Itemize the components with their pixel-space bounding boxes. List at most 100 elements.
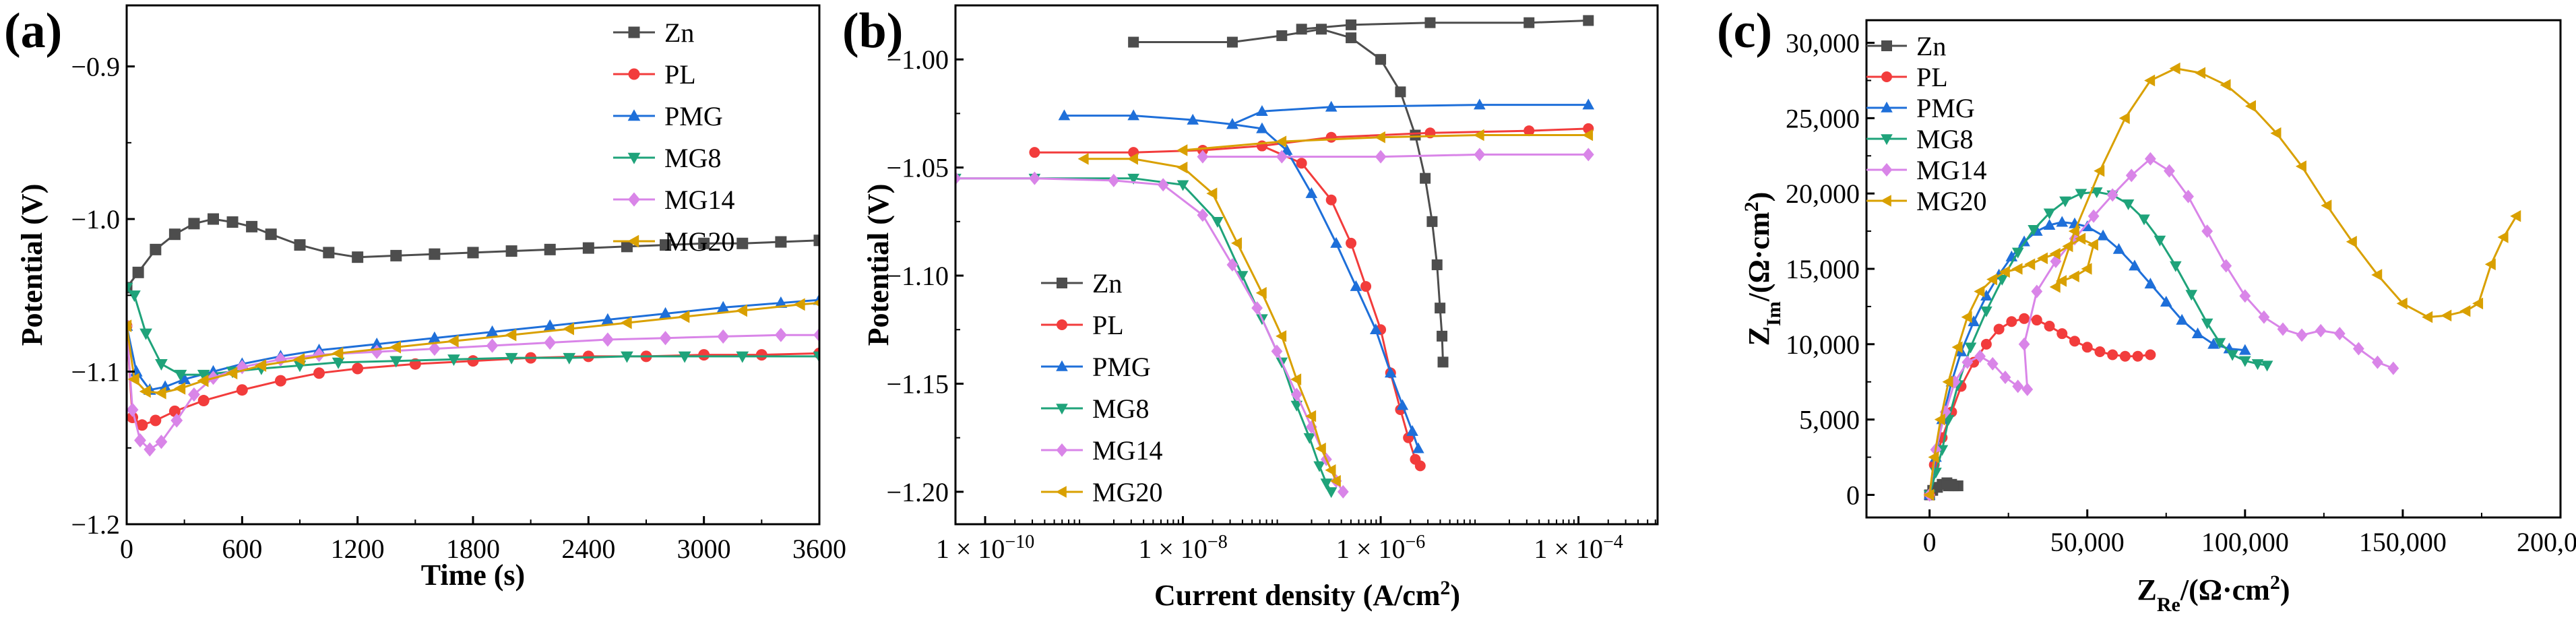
panel-label: (c) xyxy=(1717,3,1772,59)
data-point xyxy=(2472,297,2484,310)
series-line xyxy=(1064,115,1420,449)
data-point xyxy=(389,340,402,354)
data-point xyxy=(2107,349,2118,360)
data-point xyxy=(2333,327,2346,341)
data-point xyxy=(154,386,166,400)
series-mg14 xyxy=(1924,152,2399,502)
legend-marker xyxy=(1881,40,1892,51)
legend-marker xyxy=(628,192,640,207)
data-point xyxy=(447,354,460,367)
legend-label: MG20 xyxy=(1916,186,1986,216)
data-point xyxy=(2195,67,2206,80)
x-tick-label: 1200 xyxy=(331,534,385,564)
data-point xyxy=(144,442,156,457)
data-point xyxy=(265,228,277,241)
data-point xyxy=(1346,237,1357,249)
data-point xyxy=(2207,338,2220,349)
data-point xyxy=(2510,210,2521,222)
series-line xyxy=(1928,317,2151,495)
data-point xyxy=(1127,109,1139,121)
data-point xyxy=(2213,338,2226,349)
data-point xyxy=(1029,147,1040,158)
series-line xyxy=(1928,67,2517,495)
y-axis-label: Potential (V) xyxy=(15,184,49,346)
data-point xyxy=(294,239,306,251)
data-point xyxy=(2144,278,2157,289)
data-point xyxy=(2028,225,2040,237)
data-point xyxy=(505,245,517,257)
data-point xyxy=(226,216,239,228)
data-point xyxy=(659,307,672,319)
data-point xyxy=(467,355,479,367)
legend: Zn PL PMG MG8 MG14 MG20 xyxy=(1041,268,1162,507)
data-point xyxy=(197,395,210,407)
data-point xyxy=(2296,328,2308,342)
x-axis-label: ZRe/(Ω·cm2) xyxy=(2137,571,2290,616)
x-tick-label: 1 × 10−4 xyxy=(1534,532,1623,565)
data-point xyxy=(1414,460,1426,472)
x-tick-label: 3000 xyxy=(677,534,731,564)
x-tick-label: 1 × 10−10 xyxy=(936,532,1034,565)
data-point xyxy=(1437,330,1448,342)
data-point xyxy=(1296,24,1307,35)
data-point xyxy=(2006,316,2017,327)
data-point xyxy=(1999,265,2010,278)
legend-item: PMG xyxy=(1041,352,1151,382)
data-point xyxy=(1424,17,1436,28)
data-point xyxy=(352,251,364,263)
data-point xyxy=(1999,371,2011,385)
y-tick-label: 0 xyxy=(1846,480,1860,510)
x-tick-label: 3600 xyxy=(792,534,846,564)
x-tick-label: 1 × 10−6 xyxy=(1336,532,1425,565)
data-point xyxy=(2138,214,2150,226)
y-tick-label: 15,000 xyxy=(1786,254,1860,284)
data-point xyxy=(698,349,710,361)
data-point xyxy=(2170,261,2182,272)
data-point xyxy=(2118,112,2130,125)
x-tick-label: 0 xyxy=(1923,527,1937,557)
y-tick-label: −1.20 xyxy=(886,477,949,507)
series-zn xyxy=(1128,15,1594,368)
data-point xyxy=(813,327,819,342)
legend-item: MG14 xyxy=(613,185,734,215)
data-point xyxy=(2251,359,2264,371)
data-point xyxy=(188,218,200,230)
data-point xyxy=(2036,252,2048,265)
series-line xyxy=(127,325,819,451)
data-point xyxy=(1305,410,1317,422)
data-point xyxy=(158,380,172,392)
data-point xyxy=(2012,379,2024,393)
y-tick-label: 20,000 xyxy=(1786,179,1860,209)
data-point xyxy=(1157,178,1169,192)
data-point xyxy=(447,334,459,348)
data-point xyxy=(2094,164,2105,177)
data-point xyxy=(188,387,200,402)
data-point xyxy=(2097,229,2109,241)
data-point xyxy=(136,419,148,431)
legend-label: PMG xyxy=(1916,93,1975,123)
y-tick-label: −1.05 xyxy=(886,153,949,183)
data-point xyxy=(170,413,183,428)
data-point xyxy=(1473,129,1484,141)
data-point xyxy=(505,328,517,342)
data-point xyxy=(2154,235,2166,247)
legend-label: PL xyxy=(1092,310,1124,340)
panel-c: (c) 0 50,000 100,000 150,000 200,000 0 5,000 10… xyxy=(1717,3,2576,616)
data-point xyxy=(1346,32,1357,44)
data-point xyxy=(313,367,325,379)
data-point xyxy=(127,373,139,386)
data-point xyxy=(2075,232,2086,245)
series-layer xyxy=(955,15,1595,499)
data-point xyxy=(2270,127,2282,139)
data-point xyxy=(1329,475,1341,487)
legend-label: PL xyxy=(1916,62,1948,92)
data-point xyxy=(955,171,962,185)
data-point xyxy=(1187,113,1199,125)
data-point xyxy=(174,382,186,395)
data-point xyxy=(1474,148,1486,162)
data-point xyxy=(1212,217,1224,228)
data-point xyxy=(127,282,133,294)
data-point xyxy=(1176,180,1189,191)
data-point xyxy=(168,228,181,241)
data-point xyxy=(1276,135,1287,148)
